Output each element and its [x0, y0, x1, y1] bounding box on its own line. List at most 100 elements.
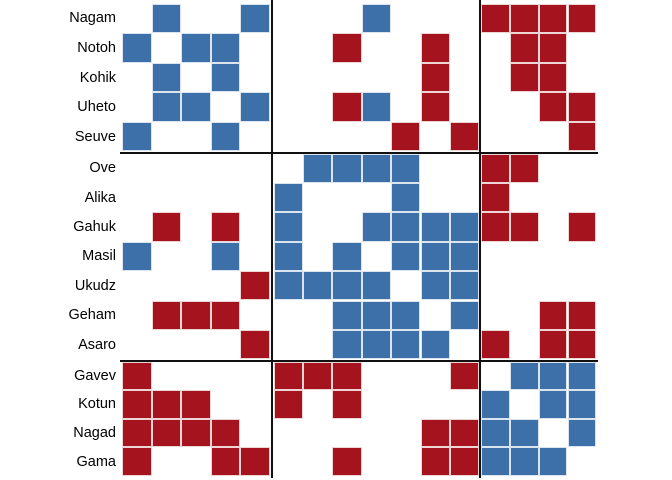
matrix-cell-blue [538, 447, 568, 476]
matrix-cell-blue [273, 241, 303, 272]
matrix-cell-red [538, 33, 568, 63]
matrix-cell-blue [210, 62, 241, 93]
matrix-cell-blue [273, 212, 303, 242]
row-label-asaro: Asaro [78, 336, 116, 353]
matrix-cell-blue [420, 271, 450, 301]
matrix-cell-blue [567, 418, 597, 448]
matrix-cell-red [151, 418, 182, 448]
matrix-cell-red [509, 153, 539, 183]
row-label-gama: Gama [76, 453, 117, 470]
row-label-kotun: Kotun [78, 396, 116, 413]
matrix-cell-blue [361, 212, 392, 242]
block-divider-vertical-2 [478, 0, 482, 478]
matrix-cell-blue [151, 3, 182, 34]
matrix-cell-red [181, 300, 211, 330]
row-label-nagad: Nagad [73, 425, 116, 441]
matrix-cell-blue [181, 92, 211, 122]
matrix-cell-red [181, 418, 211, 448]
matrix-cell-blue [538, 361, 568, 391]
row-label-kohik: Kohik [79, 69, 116, 86]
matrix-cell-blue [361, 92, 392, 122]
matrix-cell-red [567, 3, 597, 34]
matrix-cell-blue [420, 212, 450, 242]
matrix-cell-blue [567, 361, 597, 391]
matrix-cell-blue [391, 329, 421, 360]
matrix-cell-blue [332, 329, 362, 360]
matrix-cell-blue [240, 3, 270, 34]
row-label-gahuk: Gahuk [73, 219, 116, 235]
matrix-cell-red [538, 329, 568, 360]
matrix-cell-blue [361, 271, 392, 301]
matrix-cell-red [240, 329, 270, 360]
matrix-cell-blue [538, 390, 568, 419]
matrix-cell-blue [420, 329, 450, 360]
block-divider-horizontal-1 [120, 151, 598, 154]
row-label-alika: Alika [84, 189, 116, 206]
matrix-cell-blue [567, 390, 597, 419]
matrix-cell-red [449, 121, 480, 152]
matrix-cell-blue [361, 329, 392, 360]
row-label-notoh: Notoh [77, 39, 116, 56]
matrix-cell-red [538, 3, 568, 34]
matrix-cell-red [480, 182, 510, 213]
row-label-gavev: Gavev [74, 367, 116, 384]
row-label-geham: Geham [68, 307, 116, 324]
matrix-cell-red [480, 212, 510, 242]
matrix-cell-red [538, 62, 568, 93]
matrix-cell-red [151, 212, 182, 242]
matrix-cell-red [122, 447, 152, 476]
row-label-nagam: Nagam [69, 10, 116, 27]
matrix-cell-blue [509, 361, 539, 391]
row-label-ove: Ove [89, 160, 116, 177]
matrix-cell-blue [302, 271, 333, 301]
matrix-cell-red [509, 3, 539, 34]
matrix-cell-red [538, 300, 568, 330]
matrix-cell-red [420, 447, 450, 476]
matrix-cell-red [567, 329, 597, 360]
matrix-cell-blue [391, 212, 421, 242]
matrix-cell-blue [449, 300, 480, 330]
matrix-cell-blue [480, 418, 510, 448]
matrix-cell-red [420, 62, 450, 93]
matrix-cell-blue [273, 271, 303, 301]
matrix-cell-blue [391, 241, 421, 272]
matrix-cell-red [567, 212, 597, 242]
row-label-uheto: Uheto [77, 99, 116, 116]
matrix-cell-blue [361, 3, 392, 34]
matrix-cell-red [332, 92, 362, 122]
matrix-cell-red [210, 447, 241, 476]
matrix-cell-blue [509, 418, 539, 448]
matrix-cell-red [567, 121, 597, 152]
matrix-cell-red [151, 300, 182, 330]
matrix-cell-blue [332, 153, 362, 183]
matrix-cell-blue [332, 271, 362, 301]
matrix-cell-red [420, 33, 450, 63]
matrix-cell-red [449, 447, 480, 476]
matrix-cell-red [449, 361, 480, 391]
row-label-ukudz: Ukudz [74, 277, 116, 294]
matrix-cell-red [509, 212, 539, 242]
matrix-cell-blue [151, 92, 182, 122]
matrix-cell-red [302, 361, 333, 391]
matrix-cell-blue [361, 153, 392, 183]
matrix-cell-blue [361, 300, 392, 330]
matrix-cell-blue [122, 121, 152, 152]
matrix-cell-red [122, 390, 152, 419]
matrix-cell-red [273, 361, 303, 391]
matrix-cell-red [449, 418, 480, 448]
matrix-cell-blue [210, 33, 241, 63]
matrix-cell-red [420, 92, 450, 122]
matrix-cell-blue [391, 300, 421, 330]
matrix-cell-red [420, 418, 450, 448]
matrix-cell-blue [480, 447, 510, 476]
matrix-cell-red [538, 92, 568, 122]
matrix-cell-blue [210, 121, 241, 152]
matrix-cell-red [332, 33, 362, 63]
matrix-cell-blue [391, 182, 421, 213]
matrix-cell-blue [332, 300, 362, 330]
matrix-cell-red [480, 329, 510, 360]
matrix-cell-blue [302, 153, 333, 183]
row-label-masil: Masil [82, 248, 116, 265]
matrix-cell-blue [210, 241, 241, 272]
matrix-cell-red [210, 212, 241, 242]
